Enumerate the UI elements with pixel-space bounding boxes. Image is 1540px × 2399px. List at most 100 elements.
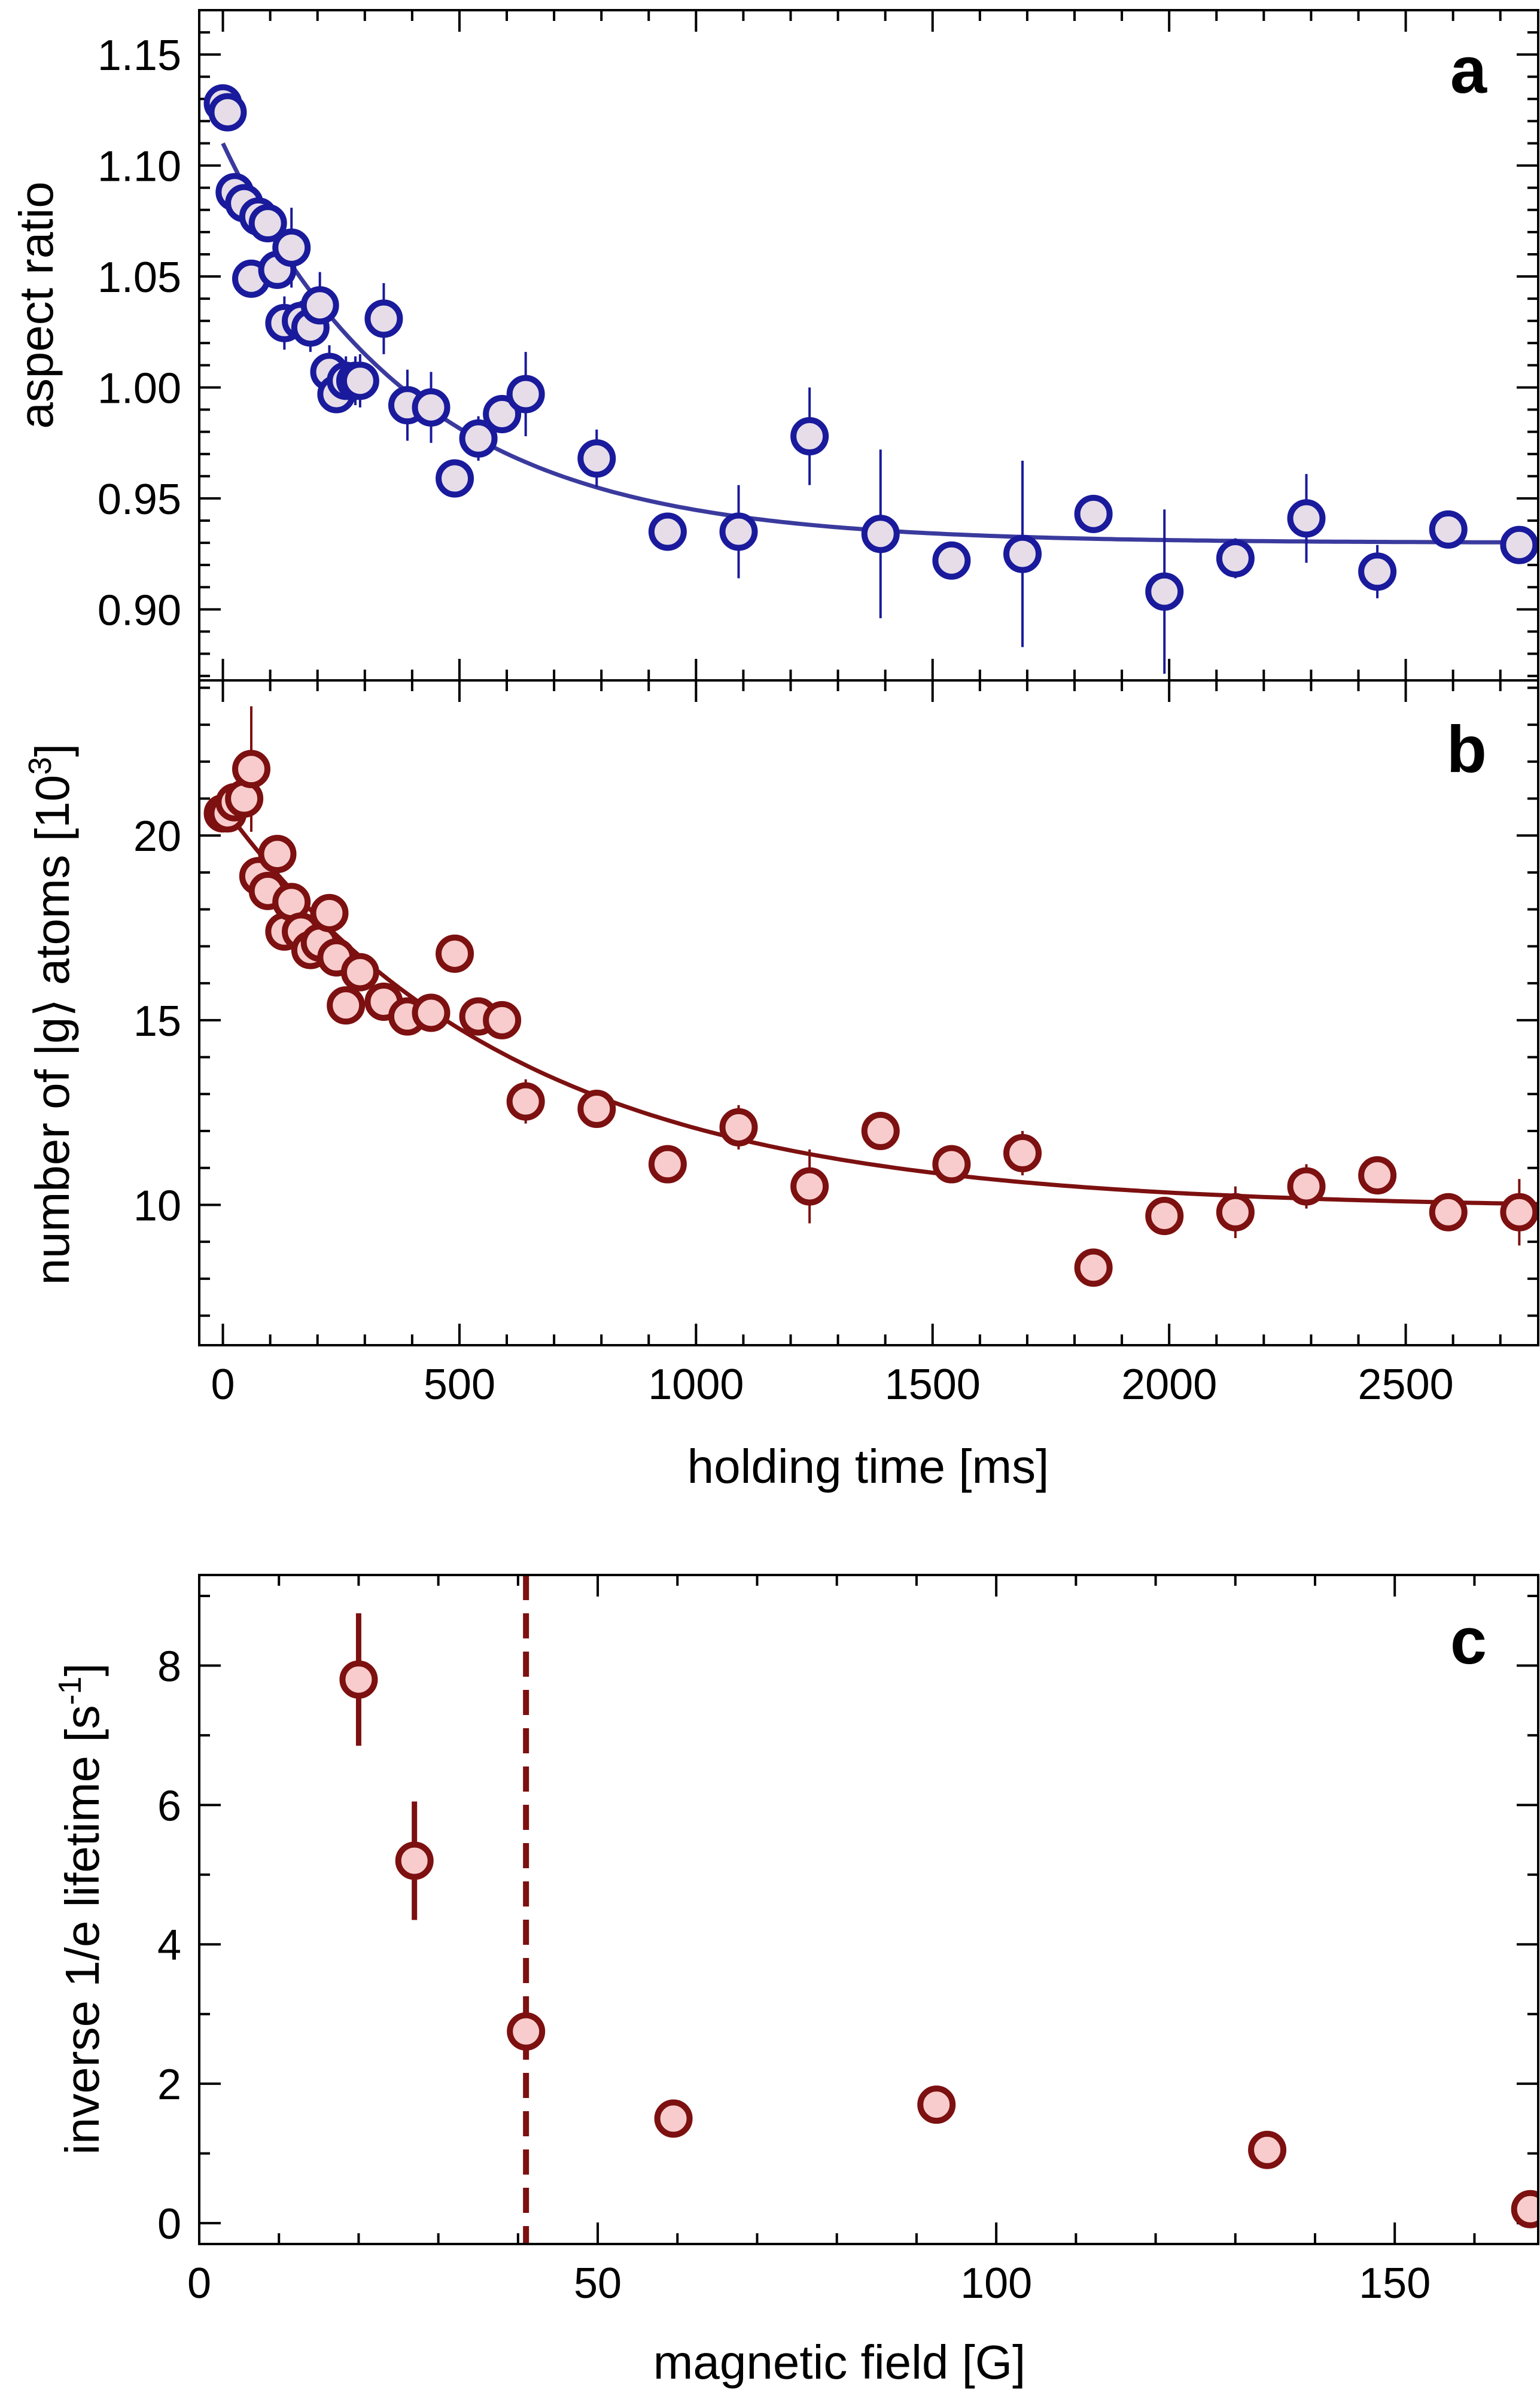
panel-a-ylabel: aspect ratio <box>10 181 63 429</box>
data-point <box>459 419 498 458</box>
data-point <box>327 986 366 1025</box>
panel-b-ytick-label: 15 <box>133 998 181 1045</box>
data-point <box>1216 539 1255 578</box>
panel-b-plot <box>198 679 1539 1346</box>
data-point <box>648 512 687 551</box>
panel-c-xtick-label: 50 <box>574 2260 622 2307</box>
data-point <box>436 934 474 973</box>
data-point <box>208 93 247 132</box>
data-point <box>917 2085 956 2124</box>
panel-a-frame <box>198 9 1539 682</box>
data-point <box>577 1089 616 1128</box>
panel-c-ylabel-sup: -1 <box>52 1676 88 1705</box>
panel-c: c inverse 1/e lifetime [s-1] 0 2 4 6 8 0… <box>52 1574 1539 2389</box>
data-point <box>412 993 451 1032</box>
data-point <box>232 750 270 789</box>
data-point <box>310 893 349 932</box>
data-point <box>1287 1167 1326 1206</box>
data-point <box>1358 552 1397 591</box>
data-point <box>339 1660 378 1699</box>
data-point <box>506 375 545 413</box>
data-point <box>1216 1193 1255 1232</box>
panel-c-ytick-label: 2 <box>157 2061 181 2109</box>
data-point <box>1145 572 1184 611</box>
data-point <box>364 299 403 338</box>
data-point <box>1003 1134 1042 1173</box>
panel-b-xtick-label: 1500 <box>885 1361 981 1409</box>
data-point <box>1429 1193 1468 1232</box>
panel-c-ytick-labels: 0 2 4 6 8 <box>157 1643 181 2248</box>
panel-b-label: b <box>1447 713 1487 786</box>
panel-b-data-area <box>203 706 1537 1287</box>
data-point <box>1500 525 1537 564</box>
panel-b: b number of |g⟩ atoms [103] 10 15 20 0 5… <box>22 679 1539 1493</box>
panel-c-xtick-label: 100 <box>960 2260 1032 2307</box>
panel-c-ytick-label: 8 <box>157 1643 181 1690</box>
panel-b-ytick-label: 10 <box>133 1182 181 1230</box>
panel-b-xlabel: holding time [ms] <box>687 1440 1049 1493</box>
panel-a: a aspect ratio 0.90 0.95 1.00 1.05 1.10 … <box>10 9 1539 682</box>
data-point <box>436 459 474 498</box>
panel-a-plot <box>198 9 1539 682</box>
panel-b-ytick-label: 20 <box>133 813 181 861</box>
data-point <box>248 204 287 243</box>
panel-b-ylabel-end: ] <box>26 744 79 757</box>
data-point <box>300 286 339 325</box>
data-point <box>790 1167 829 1206</box>
data-point <box>1074 494 1113 533</box>
data-point <box>719 1108 758 1147</box>
panel-c-ytick-label: 0 <box>157 2200 181 2248</box>
panel-b-xtick-label: 2000 <box>1121 1361 1217 1409</box>
panel-b-ylabel-sup: 3 <box>22 757 58 775</box>
data-point <box>272 228 311 267</box>
panel-a-ytick-label: 1.10 <box>98 143 181 191</box>
data-point <box>483 394 522 433</box>
data-point <box>1003 534 1042 573</box>
panel-b-ytick-labels: 10 15 20 <box>133 813 181 1230</box>
data-point <box>861 1112 900 1151</box>
panel-b-xtick-label: 0 <box>211 1361 235 1409</box>
panel-c-ytick-label: 4 <box>157 1921 181 1969</box>
panel-a-data-area <box>203 84 1537 674</box>
panel-c-xtick-label: 150 <box>1359 2260 1431 2307</box>
panel-c-ylabel-end: ] <box>56 1663 109 1676</box>
panel-c-frame <box>198 1574 1539 2245</box>
panel-b-xtick-label: 2500 <box>1358 1361 1453 1409</box>
panel-c-xtick-labels: 0 50 100 150 <box>187 2260 1431 2307</box>
data-point <box>1429 510 1468 549</box>
data-point <box>1511 2190 1537 2228</box>
data-point <box>395 1841 434 1880</box>
panel-a-ytick-label: 1.00 <box>98 364 181 412</box>
data-point <box>577 439 616 478</box>
data-point <box>790 417 829 456</box>
panel-a-ytick-labels: 0.90 0.95 1.00 1.05 1.10 1.15 <box>98 32 181 634</box>
data-point <box>861 515 900 554</box>
data-point <box>506 1082 545 1121</box>
data-point <box>412 388 451 427</box>
panel-b-ylabel: number of |g⟩ atoms [103] <box>22 744 79 1285</box>
panel-a-ytick-label: 0.95 <box>98 476 181 524</box>
panel-c-ylabel: inverse 1/e lifetime [s-1] <box>52 1663 109 2155</box>
data-point <box>340 361 379 400</box>
data-point <box>648 1145 687 1184</box>
data-point <box>1287 499 1326 538</box>
panel-b-ylabel-main: number of |g <box>26 1017 79 1285</box>
panel-c-plot <box>198 1574 1539 2245</box>
panel-c-ylabel-main: inverse 1/e lifetime [s <box>56 1705 109 2154</box>
panel-a-ytick-label: 1.15 <box>98 32 181 80</box>
panel-b-xtick-label: 500 <box>424 1361 495 1409</box>
data-point <box>1074 1248 1113 1287</box>
panel-c-label: c <box>1450 1604 1487 1678</box>
data-point <box>932 541 971 580</box>
data-point <box>1248 2130 1287 2169</box>
panel-c-data-area <box>339 1576 1537 2243</box>
data-point <box>483 1001 522 1039</box>
data-point <box>1500 1193 1537 1232</box>
panel-a-ytick-label: 1.05 <box>98 254 181 302</box>
panel-c-ytick-label: 6 <box>157 1782 181 1830</box>
panel-b-xtick-labels: 0 500 1000 1500 2000 2500 <box>211 1361 1454 1409</box>
panel-a-ytick-label: 0.90 <box>98 586 181 634</box>
panel-b-xtick-label: 1000 <box>648 1361 744 1409</box>
